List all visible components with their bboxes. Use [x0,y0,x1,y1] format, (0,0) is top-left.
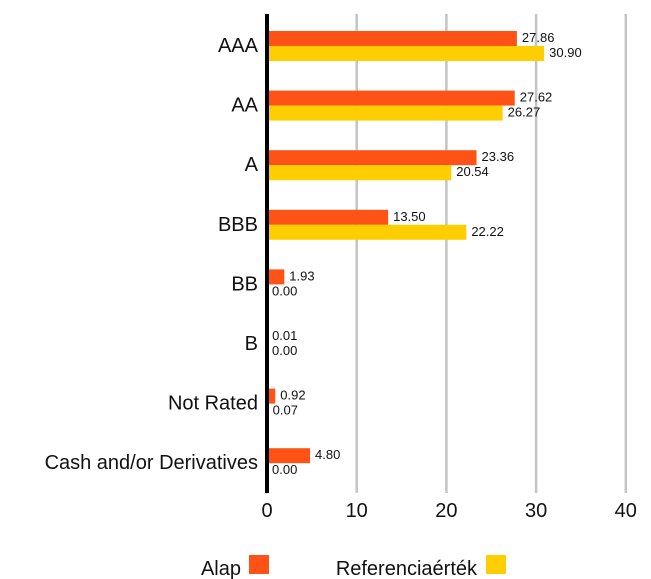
x-tick-label-0: 0 [261,500,272,522]
bar-referencia-rt-k-a [267,165,452,181]
bar-alap-bbb [267,209,389,225]
data-label-alap-b: 0.01 [272,328,297,343]
bar-alap-aa [267,90,515,106]
data-label-alap-aa: 27.62 [520,90,553,105]
category-label-a: A [245,154,259,176]
data-label-referencia-rt-k-b: 0.00 [272,343,297,358]
category-label-not-rated: Not Rated [168,393,258,415]
bar-referencia-rt-k-bbb [267,224,467,240]
data-label-alap-a: 23.36 [482,149,515,164]
bar-alap-aaa [267,31,517,46]
data-label-alap-aaa: 27.86 [522,30,555,45]
data-label-alap-not-rated: 0.92 [280,388,305,403]
x-tick-label-30: 30 [525,500,547,522]
x-tick-label-20: 20 [435,500,457,522]
data-label-referencia-rt-k-aaa: 30.90 [549,45,582,60]
bar-alap-cash-and-or-derivatives [267,448,311,464]
legend-label-alap: Alap [201,558,241,579]
bar-alap-a [267,150,477,166]
data-label-referencia-rt-k-bb: 0.00 [272,283,297,298]
category-label-bbb: BBB [218,214,258,236]
category-label-b: B [245,333,258,355]
data-label-alap-bbb: 13.50 [393,209,426,224]
data-label-referencia-rt-k-a: 20.54 [456,164,489,179]
data-label-referencia-rt-k-bbb: 22.22 [471,224,504,239]
x-tick-label-10: 10 [346,500,368,522]
bars [267,31,545,464]
data-label-referencia-rt-k-aa: 26.27 [508,105,541,120]
bar-alap-bb [267,269,285,285]
bar-referencia-rt-k-aa [267,105,503,121]
data-label-referencia-rt-k-cash-and-or-derivatives: 0.00 [272,462,297,477]
data-label-alap-cash-and-or-derivatives: 4.80 [315,447,340,462]
bar-alap-not-rated [267,388,276,404]
x-tick-labels: 0 10 20 30 40 [261,500,636,522]
data-label-referencia-rt-k-not-rated: 0.07 [273,403,298,418]
bar-referencia-rt-k-aaa [267,46,545,61]
legend-swatch-referencia-rt-k [486,555,506,574]
category-label-cash-and-or-derivatives: Cash and/or Derivatives [45,452,258,474]
legend-label-referencia-rt-k: Referenciaérték [336,558,478,579]
gridlines [355,14,628,493]
category-label-aaa: AAA [218,35,259,57]
x-tick-label-40: 40 [615,500,637,522]
category-label-aa: AA [231,95,258,117]
legend-swatch-alap [249,555,269,574]
category-label-bb: BB [231,273,258,295]
data-label-alap-bb: 1.93 [289,268,314,283]
legend: Alap Referenciaérték [201,555,506,579]
